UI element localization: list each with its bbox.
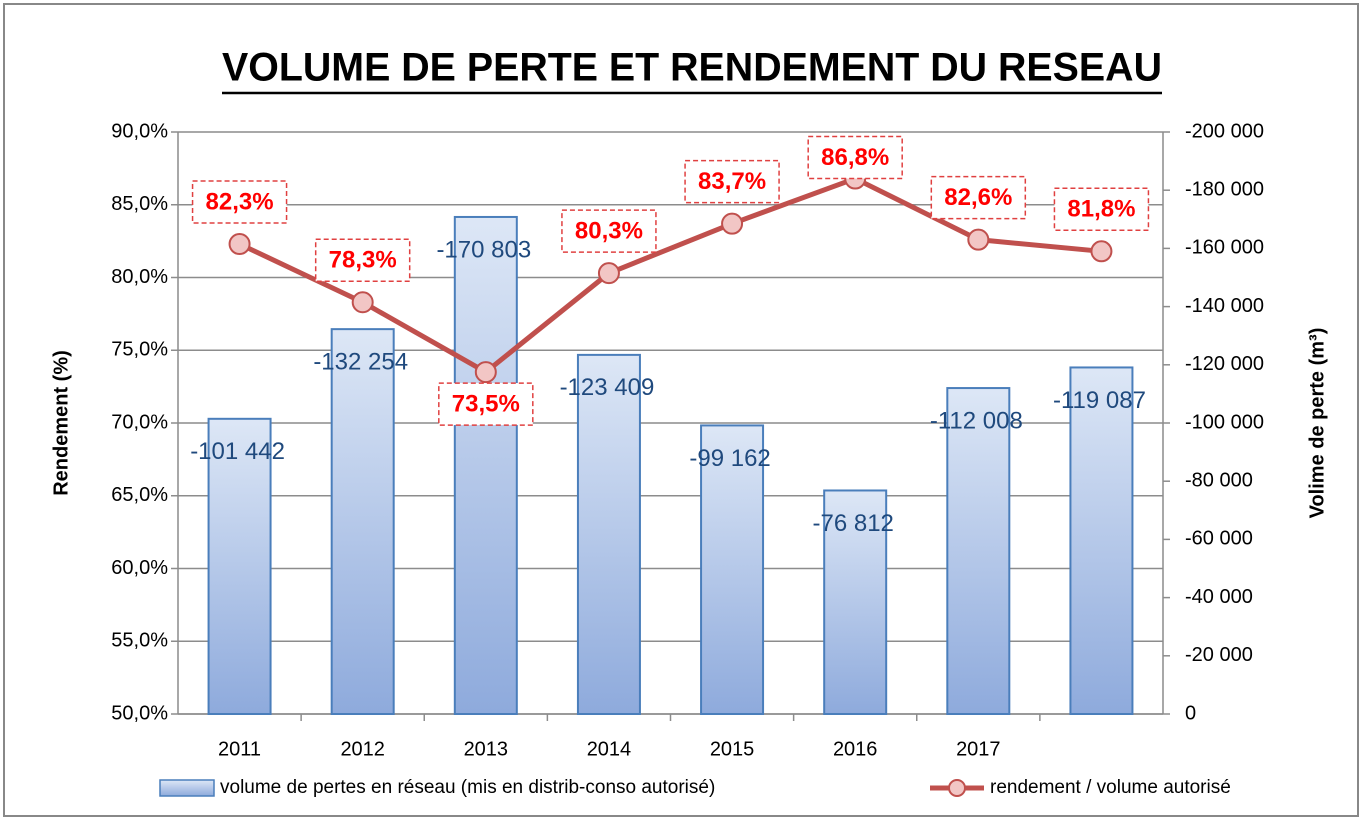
- y2-tick-label: 0: [1185, 702, 1196, 724]
- line-value-label: 80,3%: [575, 217, 643, 244]
- x-tick-label: 2016: [833, 738, 878, 760]
- line-marker: [597, 262, 620, 285]
- line-value-label: 73,5%: [452, 390, 520, 417]
- y2-tick-label: -180 000: [1185, 178, 1264, 200]
- y-tick-label: 50,0%: [111, 702, 168, 724]
- x-tick-label: 2011: [218, 738, 261, 760]
- y-tick-label: 90,0%: [111, 120, 168, 142]
- x-tick-label: 2014: [587, 738, 632, 760]
- value-label-box: [438, 382, 534, 426]
- value-label-box: [684, 159, 780, 204]
- y2-tick-label: -100 000: [1185, 411, 1264, 433]
- legend-label: volume de pertes en réseau (mis en distr…: [220, 777, 715, 798]
- y-tick-label: 70,0%: [111, 411, 168, 433]
- line-marker: [967, 228, 990, 251]
- x-tick-label: 2015: [710, 738, 755, 760]
- line-marker: [228, 233, 251, 256]
- chart-frame: [3, 3, 1359, 817]
- bar: [946, 387, 1011, 715]
- y-tick-label: 75,0%: [111, 339, 168, 361]
- bar-value-label: -112 008: [930, 407, 1023, 434]
- value-label-box: [314, 238, 411, 282]
- y2-tick-label: -160 000: [1185, 237, 1264, 259]
- y2-tick-label: -80 000: [1185, 469, 1253, 491]
- y-tick-label: 55,0%: [111, 630, 168, 652]
- x-tick-label: 2017: [956, 738, 1001, 760]
- bar: [207, 417, 272, 715]
- line-value-label: 83,7%: [698, 168, 766, 195]
- y2-tick-label: -40 000: [1185, 586, 1253, 608]
- bar-value-label: -170 803: [436, 236, 531, 263]
- y2-tick-label: -20 000: [1185, 644, 1253, 666]
- line-value-label: 86,8%: [821, 144, 889, 171]
- y-tick-label: 85,0%: [111, 193, 168, 215]
- line-marker: [721, 212, 744, 235]
- bar-value-label: -99 162: [689, 445, 770, 472]
- chart-title: VOLUME DE PERTE ET RENDEMENT DU RESEAU: [222, 46, 1162, 90]
- value-label-box: [1053, 187, 1150, 232]
- x-tick-label: 2012: [340, 738, 385, 760]
- line-value-label: 82,6%: [944, 184, 1012, 211]
- y-tick-label: 60,0%: [111, 557, 168, 579]
- value-label-box: [930, 175, 1027, 220]
- legend-marker: [948, 779, 966, 797]
- bar-value-label: -132 254: [313, 348, 408, 375]
- line-marker: [351, 291, 374, 314]
- line-value-label: 78,3%: [329, 247, 397, 274]
- y-tick-label: 80,0%: [111, 266, 168, 288]
- bar: [576, 353, 641, 715]
- line-marker: [1090, 240, 1113, 263]
- y2-tick-label: -140 000: [1185, 295, 1264, 317]
- y-tick-label: 65,0%: [111, 484, 168, 506]
- y2-tick-label: -60 000: [1185, 528, 1253, 550]
- bar-value-label: -119 087: [1053, 387, 1146, 414]
- line-marker: [474, 361, 497, 384]
- line-value-label: 81,8%: [1067, 196, 1135, 223]
- legend-label: rendement / volume autorisé: [990, 777, 1231, 798]
- line: [238, 176, 1102, 375]
- bar: [823, 489, 888, 715]
- y2-tick-label: -120 000: [1185, 353, 1264, 375]
- bar: [700, 424, 765, 715]
- y2-axis-title: Volime de perte (m³): [1306, 328, 1328, 519]
- bar-value-label: -76 812: [812, 510, 893, 537]
- bar-value-label: -101 442: [190, 438, 285, 465]
- bar: [453, 215, 518, 716]
- legend-swatch: [159, 779, 215, 797]
- y-axis-title: Rendement (%): [50, 350, 72, 496]
- line-value-label: 82,3%: [206, 188, 274, 215]
- bar: [1069, 366, 1134, 715]
- value-label-box: [191, 180, 288, 224]
- value-label-box: [561, 209, 657, 253]
- y2-tick-label: -200 000: [1185, 120, 1264, 142]
- bar-value-label: -123 409: [560, 374, 655, 401]
- x-tick-label: 2013: [464, 738, 509, 760]
- bar: [330, 328, 395, 715]
- value-label-box: [807, 135, 903, 180]
